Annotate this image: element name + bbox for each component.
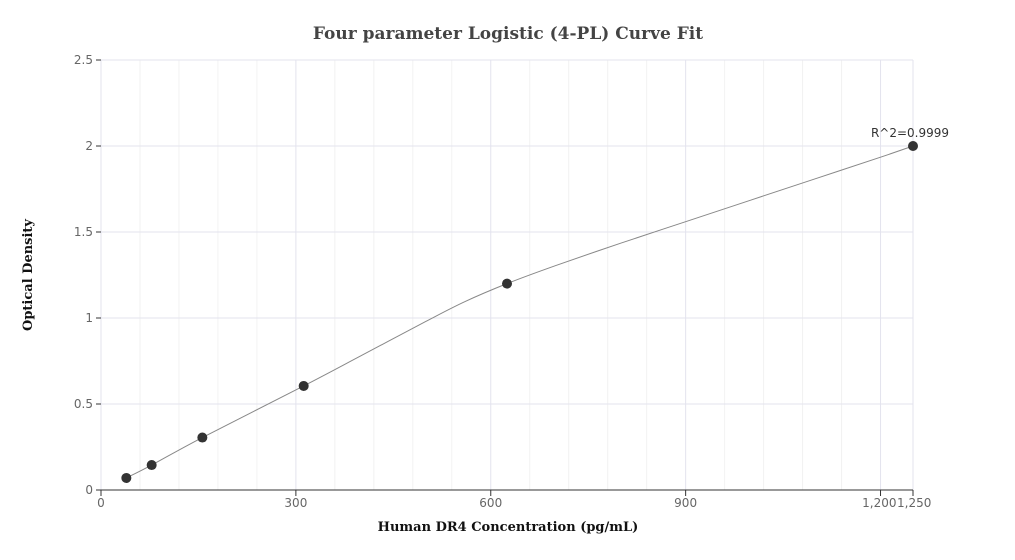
data-point	[121, 472, 132, 483]
x-axis-ticks: 0 300 600 900 1,200 1,250	[97, 490, 931, 510]
x-tick-label: 300	[284, 496, 307, 510]
grid	[100, 59, 914, 491]
data-point	[298, 380, 309, 391]
y-tick-label: 2.5	[74, 53, 93, 67]
x-tick-label: 600	[479, 496, 502, 510]
y-tick-label: 1	[85, 311, 93, 325]
chart-title: Four parameter Logistic (4-PL) Curve Fit	[313, 24, 703, 44]
data-point	[146, 460, 157, 471]
y-axis-label: Optical Density	[21, 219, 36, 331]
x-tick-label: 0	[97, 496, 105, 510]
x-tick-label: 900	[674, 496, 697, 510]
data-point	[197, 432, 208, 443]
fit-curve	[126, 145, 914, 479]
y-tick-label: 0.5	[74, 397, 93, 411]
x-axis-label: Human DR4 Concentration (pg/mL)	[378, 520, 639, 535]
x-tick-label: 1,200	[862, 496, 896, 510]
data-point	[502, 278, 512, 289]
y-tick-label: 2	[85, 139, 93, 153]
y-axis-ticks: 0 0.5 1 1.5 2 2.5	[74, 53, 101, 497]
data-points	[121, 141, 918, 483]
x-tick-label: 1,250	[897, 496, 931, 510]
y-tick-label: 0	[85, 483, 93, 497]
data-point	[908, 141, 918, 151]
y-tick-label: 1.5	[74, 225, 93, 239]
r-squared-annotation: R^2=0.9999	[871, 126, 949, 140]
